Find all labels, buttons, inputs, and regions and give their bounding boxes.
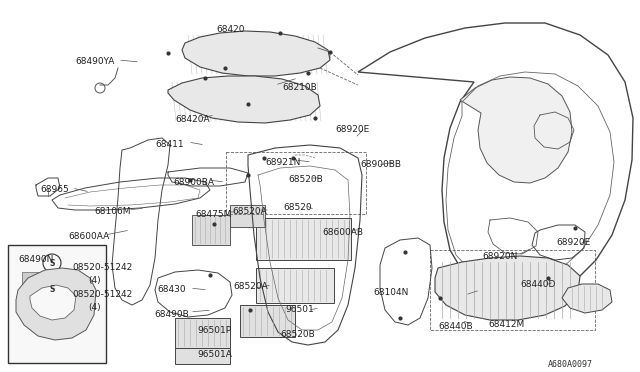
Text: 68490YA: 68490YA bbox=[75, 57, 115, 66]
Text: 68921N: 68921N bbox=[265, 158, 300, 167]
Text: 68420: 68420 bbox=[216, 25, 244, 34]
Text: 68475M: 68475M bbox=[195, 210, 232, 219]
Text: 68440D: 68440D bbox=[520, 280, 556, 289]
Text: 96501: 96501 bbox=[285, 305, 314, 314]
Text: 68520B: 68520B bbox=[280, 330, 315, 339]
Text: 68210B: 68210B bbox=[282, 83, 317, 92]
Text: (4): (4) bbox=[88, 303, 100, 312]
Bar bbox=[226, 152, 366, 214]
Bar bbox=[8, 245, 106, 363]
Text: A680A0097: A680A0097 bbox=[548, 360, 593, 369]
Text: 68520A: 68520A bbox=[233, 282, 268, 291]
Bar bbox=[256, 218, 351, 260]
Text: 68420A: 68420A bbox=[175, 115, 210, 124]
Text: 68490N: 68490N bbox=[18, 255, 53, 264]
Text: 68900BA: 68900BA bbox=[173, 178, 214, 187]
Polygon shape bbox=[460, 77, 572, 183]
Text: 68600AA: 68600AA bbox=[68, 232, 109, 241]
Text: 68920N: 68920N bbox=[482, 252, 517, 261]
Text: 96501A: 96501A bbox=[197, 350, 232, 359]
Polygon shape bbox=[30, 285, 76, 320]
Text: 68965: 68965 bbox=[40, 185, 68, 194]
Polygon shape bbox=[182, 31, 330, 76]
Text: 96501P: 96501P bbox=[197, 326, 231, 335]
Text: S: S bbox=[49, 259, 54, 267]
Text: 68520: 68520 bbox=[283, 203, 312, 212]
Text: 68520B: 68520B bbox=[288, 175, 323, 184]
Bar bbox=[430, 250, 595, 330]
Text: S: S bbox=[49, 285, 54, 295]
Text: 08520-51242: 08520-51242 bbox=[72, 263, 132, 272]
Bar bbox=[256, 268, 334, 303]
Text: 68430: 68430 bbox=[157, 285, 186, 294]
Polygon shape bbox=[435, 256, 580, 320]
Text: 68900BB: 68900BB bbox=[360, 160, 401, 169]
Text: 68104N: 68104N bbox=[373, 288, 408, 297]
Bar bbox=[22, 272, 44, 286]
Bar bbox=[175, 318, 230, 348]
Polygon shape bbox=[16, 268, 96, 340]
Text: 68490B: 68490B bbox=[154, 310, 189, 319]
Bar bbox=[175, 348, 230, 364]
Text: (4): (4) bbox=[88, 276, 100, 285]
Bar bbox=[240, 305, 295, 337]
Text: 68440B: 68440B bbox=[438, 322, 472, 331]
Text: 08520-51242: 08520-51242 bbox=[72, 290, 132, 299]
Text: 68412M: 68412M bbox=[488, 320, 524, 329]
Text: 68920E: 68920E bbox=[335, 125, 369, 134]
Text: 68920E: 68920E bbox=[556, 238, 590, 247]
Text: 68600AB: 68600AB bbox=[322, 228, 363, 237]
Text: 68520A: 68520A bbox=[232, 207, 267, 216]
Bar bbox=[230, 205, 265, 227]
Polygon shape bbox=[562, 284, 612, 313]
Text: 68106M: 68106M bbox=[94, 207, 131, 216]
Polygon shape bbox=[168, 76, 320, 123]
Text: 68411: 68411 bbox=[155, 140, 184, 149]
Bar bbox=[192, 215, 230, 245]
